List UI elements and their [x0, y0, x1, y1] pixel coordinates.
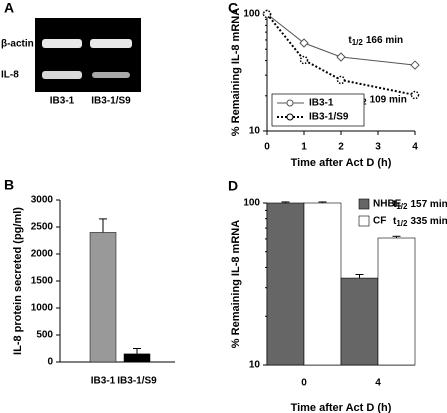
annotation-text: 166 min [366, 35, 403, 46]
annotation-sub: 1/2 [396, 219, 408, 228]
marker [410, 90, 420, 100]
marker [410, 60, 420, 70]
gel-image [35, 18, 141, 92]
marker [299, 55, 309, 65]
annotation-label: t [393, 216, 397, 227]
marker [336, 75, 346, 85]
bar [266, 202, 305, 366]
x-tick-label: 0 [264, 142, 270, 153]
legend-label: IB3-1 [309, 98, 334, 109]
y-tick-label: 500 [36, 330, 53, 341]
annotation-text: 335 min [410, 216, 447, 227]
panel-label: B [4, 177, 14, 193]
annotation: t1/2 335 min [393, 216, 447, 228]
x-tick-label: 4 [375, 378, 381, 389]
gel-band [90, 39, 132, 48]
y-tick-label: 2000 [31, 249, 54, 260]
annotation-text: 109 min [370, 94, 407, 105]
gel-band [42, 71, 82, 79]
line [266, 13, 416, 97]
annotation: t1/2 157 min [393, 199, 447, 211]
bar [303, 202, 342, 366]
gel-band [42, 39, 82, 48]
marker [299, 38, 309, 48]
legend-label: CF [373, 216, 386, 227]
annotation-text: 157 min [410, 199, 447, 210]
bar [377, 237, 416, 366]
gel-lane-label: IB3-1 [50, 96, 75, 107]
marker [262, 9, 272, 19]
gel-band [92, 72, 130, 78]
gel-lane-label: IB3-1/S9 [91, 96, 131, 107]
x-tick-label: IB3-1 [91, 376, 116, 387]
panel-label: A [4, 0, 14, 16]
x-tick-label: 2 [338, 142, 344, 153]
y-tick-label: 10 [249, 126, 261, 137]
legend-label: NHBE [373, 199, 402, 210]
marker [336, 52, 346, 62]
annotation-sub: 1/2 [352, 38, 364, 47]
y-tick-label: 100 [243, 198, 260, 209]
legend-swatch [358, 215, 370, 227]
x-tick-label: 1 [301, 142, 307, 153]
y-tick-label: 1000 [31, 303, 54, 314]
annotation-label: t [393, 199, 397, 210]
y-tick-label: 0 [47, 357, 53, 368]
annotation-label: t [348, 35, 352, 46]
gel-row-label: β-actin [1, 39, 34, 50]
legend-marker [286, 99, 294, 107]
y-tick-label: 2500 [31, 222, 54, 233]
y-tick-label: 1500 [31, 276, 54, 287]
panel-label: D [228, 178, 238, 194]
gel-row-label: IL-8 [1, 70, 19, 81]
bar [89, 232, 117, 363]
x-tick-label: 4 [412, 142, 418, 153]
bar [123, 353, 151, 363]
legend-label: IB3-1/S9 [309, 112, 349, 123]
legend-box [271, 93, 365, 127]
x-axis-label: Time after Act D (h) [291, 157, 392, 169]
line [266, 13, 416, 66]
x-axis-label: Time after Act D (h) [291, 402, 392, 413]
x-tick-label: 0 [301, 378, 307, 389]
y-axis-label: % Remaining IL-8 mRNA [230, 220, 242, 348]
y-axis-label: % Remaining IL-8 mRNA [230, 8, 242, 136]
legend-swatch [358, 198, 370, 210]
y-axis-label: IL-8 protein secreted (pg/ml) [12, 207, 24, 355]
annotation-sub: 1/2 [396, 202, 408, 211]
annotation: t1/2 166 min [348, 35, 403, 47]
bar [340, 277, 379, 366]
y-tick-label: 10 [249, 360, 261, 371]
y-tick-label: 100 [243, 9, 260, 20]
y-tick-label: 3000 [31, 195, 54, 206]
legend-marker [286, 113, 294, 121]
panel-label: C [228, 0, 238, 16]
x-tick-label: IB3-1/S9 [117, 376, 157, 387]
x-tick-label: 3 [375, 142, 381, 153]
